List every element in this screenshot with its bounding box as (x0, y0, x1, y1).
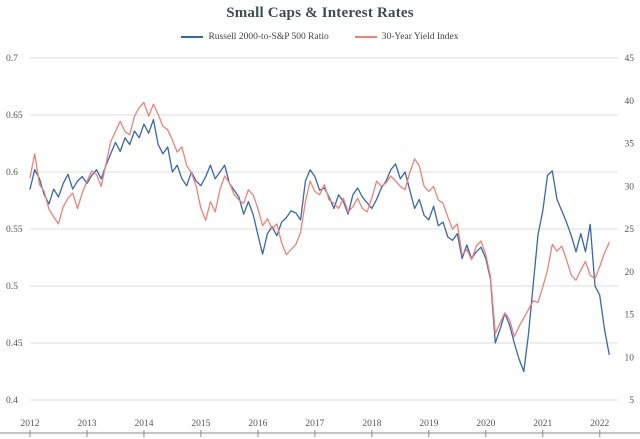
axis-tick-label: 0.6 (6, 168, 18, 178)
axis-tick-label: 0.45 (6, 339, 23, 349)
axis-tick-label: 0.7 (6, 54, 18, 64)
axis-tick-label: 2017 (305, 419, 324, 429)
axis-tick-label: 2012 (21, 419, 40, 429)
series-line-yield (29, 101, 610, 338)
chart-title: Small Caps & Interest Rates (226, 5, 414, 21)
chart-canvas: 0.4 0.45 0.5 0.55 0.6 0.65 0.7 5 10 15 20 25 30 35 40 4… (0, 54, 640, 437)
axis-tick-label: 2014 (134, 419, 153, 429)
axis-tick-label: 0.65 (6, 111, 23, 121)
axis-tick-label: 20 (625, 268, 635, 278)
axis-tick-label: 2018 (362, 419, 381, 429)
axis-tick-label: 30 (625, 182, 635, 192)
axis-tick-label: 45 (625, 54, 635, 64)
chart-legend: Russell 2000-to-S&P 500 Ratio 30-Year Yi… (0, 32, 640, 42)
axis-tick-label: 5 (629, 396, 634, 406)
axis-tick-label: 2013 (77, 419, 96, 429)
axis-tick-label: 2015 (191, 419, 210, 429)
axis-tick-label: 0.55 (6, 225, 23, 235)
axis-tick-label: 2019 (419, 419, 438, 429)
axis-tick-label: 2020 (476, 419, 495, 429)
axis-tick-label: 15 (625, 311, 635, 321)
legend-label-russell: Russell 2000-to-S&P 500 Ratio (208, 32, 329, 42)
legend-item-yield: 30-Year Yield Index (354, 32, 459, 42)
axis-tick-label: 2021 (533, 419, 552, 429)
axis-tick-label: 2022 (590, 419, 609, 429)
series-line-russell (29, 118, 610, 373)
legend-swatch-yield-icon (354, 36, 377, 38)
axis-tick-label: 40 (625, 97, 635, 107)
legend-label-yield: 30-Year Yield Index (381, 32, 459, 42)
legend-item-russell: Russell 2000-to-S&P 500 Ratio (181, 32, 329, 42)
legend-swatch-russell-icon (181, 36, 204, 38)
axis-tick-label: 10 (625, 353, 635, 363)
axis-tick-label: 25 (625, 225, 635, 235)
axis-tick-label: 35 (625, 140, 635, 150)
axis-tick-label: 2016 (248, 419, 267, 429)
axis-tick-label: 0.5 (6, 282, 18, 292)
axis-tick-label: 0.4 (6, 396, 18, 406)
